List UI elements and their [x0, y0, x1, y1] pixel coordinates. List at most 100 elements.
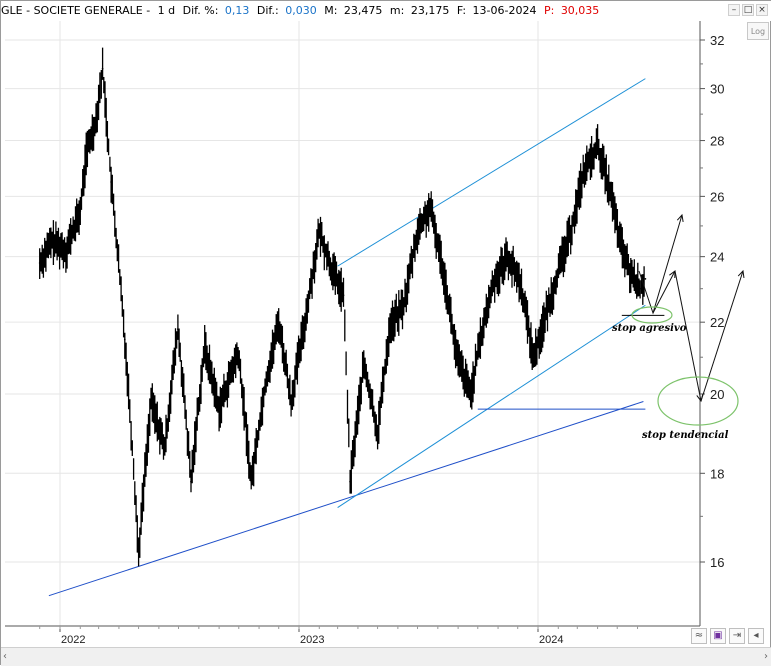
y-tick-label: 20	[710, 387, 724, 402]
data-point	[123, 338, 126, 341]
data-point	[95, 118, 97, 121]
data-point	[177, 328, 179, 330]
analysis-drawings	[631, 213, 745, 426]
y-tick-label: 16	[710, 555, 724, 570]
data-point	[519, 281, 522, 284]
scroll-right-icon[interactable]: ›	[764, 651, 768, 662]
stop-tendencial-label: stop tendencial	[642, 430, 729, 441]
data-point	[38, 262, 41, 264]
data-point	[342, 294, 345, 297]
data-point	[163, 447, 166, 450]
scenario-arrow	[674, 270, 702, 402]
arrow-head	[737, 269, 745, 279]
data-point	[304, 321, 306, 324]
data-point	[628, 271, 631, 274]
dif-pct-label: Dif. %:	[182, 4, 219, 17]
date-value: 13-06-2024	[472, 4, 537, 17]
log-scale-button[interactable]: Log	[747, 22, 769, 40]
data-point	[250, 480, 253, 483]
data-point	[442, 271, 445, 274]
scenario-arrow	[652, 270, 676, 314]
data-point	[639, 287, 641, 290]
data-point	[237, 352, 240, 355]
stop-agresivo-ellipse	[631, 306, 673, 324]
date-label: F:	[456, 4, 467, 17]
data-point	[110, 181, 112, 183]
min-value: 23,175	[410, 4, 450, 17]
dif-pct-value: 0,13	[224, 4, 250, 17]
data-point	[389, 324, 391, 327]
y-tick-label: 22	[710, 315, 724, 330]
data-point	[543, 321, 545, 324]
export-icon[interactable]: ⇥	[729, 628, 745, 644]
y-axis: 16 18 20 22 24 26 28 30 32	[699, 21, 724, 626]
data-point	[277, 321, 280, 324]
scenario-arrow	[700, 270, 744, 402]
x-tick-label: 2024	[539, 634, 563, 646]
chart-header: GLE - SOCIETE GENERALE - 1 d Dif. %: 0,1…	[1, 1, 771, 21]
period-label: 1 d	[157, 4, 176, 17]
y-tick-label: 30	[710, 82, 724, 97]
data-point	[79, 210, 82, 212]
data-point	[416, 231, 419, 233]
data-point	[618, 240, 621, 243]
chart-toolbar: ≈ ▣ ⇥ ◂	[691, 628, 764, 644]
data-point	[101, 67, 104, 70]
data-point	[402, 304, 405, 307]
window-controls: – □ ×	[728, 4, 768, 16]
candlestick-bars	[39, 47, 645, 567]
data-point	[203, 345, 206, 348]
arrow-head	[676, 213, 684, 222]
dropdown-icon[interactable]: ◂	[748, 628, 764, 644]
data-point	[596, 145, 599, 147]
data-point	[264, 385, 266, 388]
y-tick-label: 24	[710, 250, 724, 265]
data-point	[330, 268, 333, 271]
x-tick-label: 2023	[300, 634, 324, 646]
y-tick-label: 26	[710, 189, 724, 204]
data-point	[349, 480, 351, 483]
maximize-icon[interactable]: □	[742, 4, 754, 16]
data-point	[469, 393, 472, 395]
x-tick-label: 2022	[61, 634, 85, 646]
data-point	[137, 551, 140, 554]
data-point	[569, 231, 572, 233]
trendline	[337, 78, 646, 267]
minimize-icon[interactable]: –	[728, 4, 740, 16]
data-point	[429, 207, 431, 209]
x-axis: 2022 2023 2024	[5, 625, 700, 646]
data-point	[190, 480, 192, 483]
data-point	[318, 231, 321, 233]
y-tick-label: 32	[710, 33, 724, 48]
data-point	[290, 400, 292, 403]
data-point	[65, 249, 67, 252]
stop-tendencial-ellipse	[657, 376, 739, 426]
trendline	[48, 401, 644, 597]
save-icon[interactable]: ▣	[710, 628, 726, 644]
data-point	[644, 278, 647, 280]
close-icon[interactable]: ×	[756, 4, 768, 16]
y-tick-label: 28	[710, 134, 724, 149]
scroll-left-icon[interactable]: ‹	[3, 651, 7, 662]
max-value: 23,475	[343, 4, 383, 17]
data-point	[85, 153, 88, 156]
dif-value: 0,030	[285, 4, 317, 17]
data-point	[362, 363, 365, 366]
data-point	[376, 431, 379, 434]
min-label: m:	[389, 4, 405, 17]
data-point	[506, 255, 509, 258]
trendlines	[48, 78, 665, 597]
symbol-label: GLE - SOCIETE GENERALE -	[1, 4, 151, 17]
data-point	[218, 408, 221, 411]
grid	[5, 21, 700, 626]
data-point	[609, 189, 611, 192]
horizontal-scrollbar[interactable]: ‹ ›	[1, 647, 771, 666]
data-point	[492, 281, 495, 284]
price-series	[38, 47, 647, 567]
price-label: P:	[543, 4, 555, 17]
data-point	[150, 400, 152, 403]
wave-icon[interactable]: ≈	[691, 628, 707, 644]
data-point	[479, 338, 482, 341]
